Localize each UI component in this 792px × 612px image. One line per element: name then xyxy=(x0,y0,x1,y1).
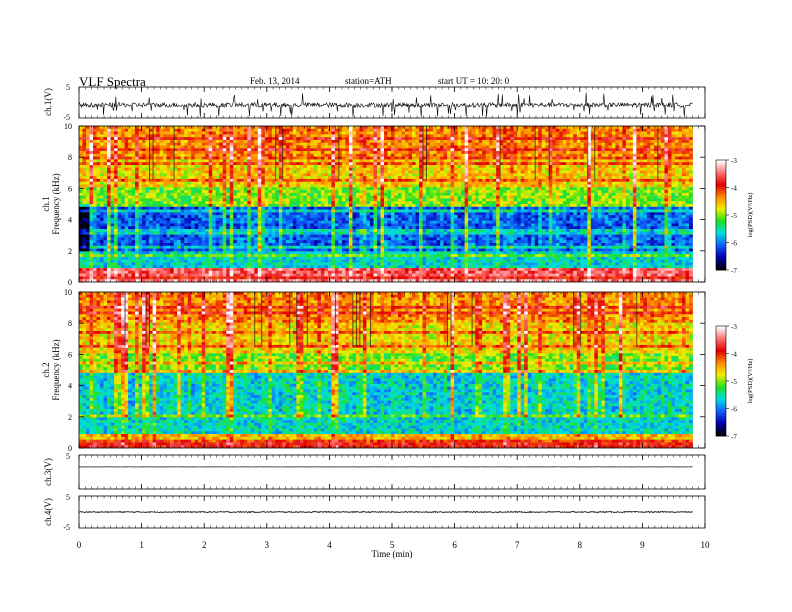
colorbar-label: log(PSD)(V²/Hz) xyxy=(747,359,754,404)
ch4-waveform-panel: 5 -5 ch.4(V) xyxy=(43,493,706,532)
ch1-spectrogram-image xyxy=(79,126,693,282)
ch4-waveform-ytick-top: 5 xyxy=(66,493,70,502)
ch2-spectrogram-ytick: 0 xyxy=(68,444,72,453)
colorbar-tick: -5 xyxy=(731,378,737,386)
ch2-spectrogram-ytick: 8 xyxy=(68,319,72,328)
ch4-waveform-ytick-bottom: -5 xyxy=(63,523,70,532)
colorbar-tick: -3 xyxy=(731,157,737,165)
x-tick-label: 10 xyxy=(701,540,711,550)
ch2-spectrogram-image xyxy=(79,292,693,448)
x-tick-label: 7 xyxy=(515,540,520,550)
colorbar-tick: -4 xyxy=(731,351,737,359)
x-tick-label: 2 xyxy=(202,540,207,550)
ch1-waveform-ylabel: ch.1(V) xyxy=(43,88,53,116)
ch4-waveform-ylabel: ch.4(V) xyxy=(43,498,53,526)
colorbar-tick: -7 xyxy=(731,433,737,441)
x-tick-label: 6 xyxy=(452,540,457,550)
x-tick-label: 8 xyxy=(578,540,583,550)
ch1-spectrogram-ytick: 8 xyxy=(68,153,72,162)
x-axis-ticks xyxy=(78,87,706,528)
ch1-spectrogram-panel: 0 2 4 6 8 10 ch.1 Frequency (kHz) xyxy=(41,122,706,287)
ch1-waveform-ytick-top: 5 xyxy=(66,83,70,92)
ch1-waveform-ytick-bottom: -5 xyxy=(63,113,70,122)
ch3-waveform-ytick-top: 5 xyxy=(66,452,70,461)
colorbar-label: log(PSD)(V²/Hz) xyxy=(747,193,754,238)
colorbar-tick: -7 xyxy=(731,267,737,275)
ch2-spectrogram-ytick: 2 xyxy=(68,413,72,422)
start-time-label: start UT = 10: 20: 0 xyxy=(438,76,510,86)
x-tick-label: 0 xyxy=(77,540,82,550)
colorbar-tick: -5 xyxy=(731,212,737,220)
ch1-waveform-line xyxy=(78,92,693,117)
ch1-spectrogram-ytick: 0 xyxy=(68,278,72,287)
ch2-spectrogram-ytick: 4 xyxy=(68,382,72,391)
ch1-spectrogram-ytick: 10 xyxy=(64,122,72,131)
ch1-colorbar: -3 -4 -5 -6 -7 log(PSD)(V²/Hz) xyxy=(715,157,754,275)
colorbar-tick: -6 xyxy=(731,406,737,414)
ch3-waveform-ylabel: ch.3(V) xyxy=(43,458,53,486)
ch1-spectrogram-ylabel-freq: Frequency (kHz) xyxy=(51,173,61,234)
x-tick-label: 9 xyxy=(640,540,645,550)
colorbar-tick: -4 xyxy=(731,185,737,193)
figure-title: VLF Spectra xyxy=(79,74,146,89)
colorbar-tick: -3 xyxy=(731,323,737,331)
ch2-spectrogram-panel: 0 2 4 6 8 10 ch.2 Frequency (kHz) xyxy=(41,288,706,453)
ch3-waveform-panel: 5 ch.3(V) xyxy=(43,452,706,490)
ch2-spectrogram-ylabel-freq: Frequency (kHz) xyxy=(51,339,61,400)
x-axis-label: Time (min) xyxy=(372,549,413,559)
x-axis-tick-labels: 0 1 2 3 4 5 6 7 8 9 10 xyxy=(77,540,710,550)
ch2-colorbar: -3 -4 -5 -6 -7 log(PSD)(V²/Hz) xyxy=(715,323,754,441)
x-tick-label: 5 xyxy=(390,540,395,550)
ch2-spectrogram-ylabel-channel: ch.2 xyxy=(41,362,51,377)
ch1-spectrogram-ytick: 2 xyxy=(68,247,72,256)
x-tick-label: 1 xyxy=(139,540,144,550)
colorbar-tick: -6 xyxy=(731,240,737,248)
x-tick-label: 3 xyxy=(265,540,270,550)
station-label: station=ATH xyxy=(345,76,392,86)
ch4-waveform-line xyxy=(78,510,693,514)
ch1-spectrogram-ylabel-channel: ch.1 xyxy=(41,196,51,211)
ch3-waveform-frame xyxy=(78,454,706,490)
ch1-spectrogram-ytick: 6 xyxy=(68,184,72,193)
x-tick-label: 4 xyxy=(327,540,332,550)
ch1-spectrogram-ytick: 4 xyxy=(68,216,72,225)
ch2-spectrogram-ytick: 6 xyxy=(68,350,72,359)
ch2-spectrogram-ytick: 10 xyxy=(64,288,72,297)
date-label: Feb. 13, 2014 xyxy=(250,76,300,86)
